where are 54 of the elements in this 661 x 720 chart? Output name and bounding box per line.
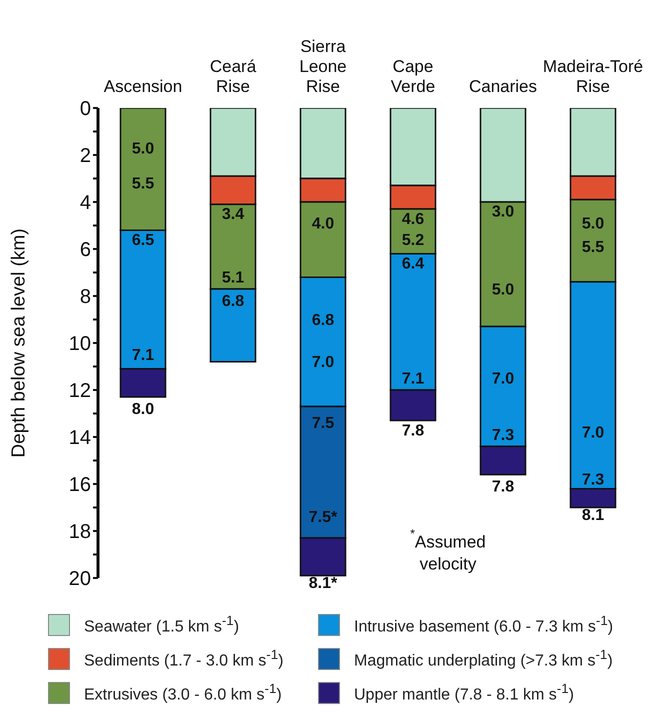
annotation: 4.0	[312, 216, 334, 233]
x-tick-label: Canaries	[468, 77, 538, 96]
y-tick-label: 12	[68, 380, 91, 402]
annotation: 5.2	[402, 232, 424, 250]
legend-label: Magmatic underplating (>7.3 km s$^{-1}$)	[354, 647, 613, 671]
y-tick-label: 16	[68, 474, 91, 496]
annotation: 7.5	[312, 416, 334, 433]
annotation: 8.1	[582, 507, 604, 524]
legend-label: Seawater (1.5 km s$^{-1}$)	[84, 613, 240, 637]
x-tick-label: Sierra Leone Rise	[299, 37, 347, 96]
y-tick-label: 10	[68, 333, 91, 356]
annotation: 8.0	[132, 402, 154, 419]
annotation: 5.0	[582, 216, 604, 233]
annotation: 5.5	[582, 239, 604, 256]
y-tick-label: 0	[80, 98, 91, 120]
legend-label: Intrusive basement (6.0 - 7.3 km s$^{-1}$)	[354, 613, 614, 637]
annotation: 6.5	[132, 232, 154, 250]
annotation: 6.8	[222, 293, 244, 310]
y-axis-title: Depth below sea level (km)	[8, 228, 30, 458]
annotation: 5.0	[132, 140, 154, 158]
y-tick-label: 4	[80, 192, 91, 214]
annotation: 7.8	[492, 479, 514, 496]
y-tick-label: 8	[80, 286, 91, 308]
annotation: 7.8	[402, 422, 424, 440]
annotation: 7.3	[582, 472, 604, 490]
annotation: 3.0	[492, 204, 514, 222]
annotation: 7.1	[132, 347, 154, 364]
legend-label: Upper mantle (7.8 - 8.1 km s$^{-1}$)	[354, 681, 574, 705]
annotation: 5.0	[492, 282, 514, 299]
x-tick-label: Ascension	[104, 77, 182, 96]
annotation: 5.5	[132, 176, 154, 193]
annotation: 7.0	[312, 354, 334, 372]
annotation: 6.8	[312, 312, 334, 330]
y-tick-label: 18	[68, 521, 91, 544]
annotation: 7.0	[582, 425, 604, 442]
annotation: 3.4	[222, 206, 244, 224]
annotation: $^{*}$Assumed velocity	[410, 526, 486, 574]
annotation: 7.1	[402, 370, 424, 388]
y-tick-label: 14	[68, 427, 91, 450]
annotation: 7.3	[492, 427, 514, 444]
annotation: 7.0	[492, 370, 514, 388]
x-tick-label: Ceará Rise	[210, 57, 257, 96]
y-tick-label: 2	[80, 145, 91, 168]
annotation: 8.1*	[308, 575, 338, 592]
annotation: 7.5*	[308, 510, 338, 527]
annotation: 5.1	[222, 270, 244, 287]
annotation: 4.6	[402, 211, 424, 228]
y-tick-label: 6	[80, 239, 91, 262]
x-tick-label: Madeira-Toré Rise	[542, 57, 644, 96]
annotation: 6.4	[402, 256, 424, 273]
x-tick-label: Cape Verde	[390, 57, 436, 96]
y-tick-label: 20	[68, 568, 91, 590]
legend-label: Extrusives (3.0 - 6.0 km s$^{-1}$)	[84, 681, 282, 705]
legend-label: Sediments (1.7 - 3.0 km s$^{-1}$)	[84, 647, 284, 671]
